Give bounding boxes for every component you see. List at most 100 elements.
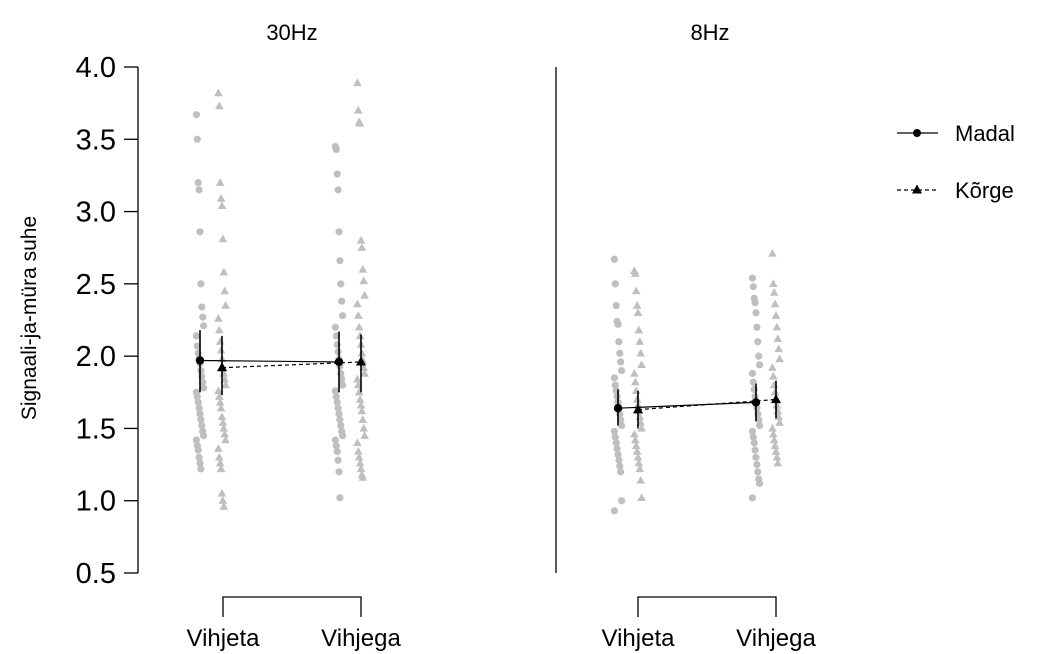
raw-point-korge bbox=[355, 331, 365, 340]
raw-point-korge bbox=[773, 458, 783, 467]
raw-point-madal bbox=[611, 433, 619, 441]
raw-point-korge bbox=[356, 464, 366, 473]
series-line-madal bbox=[199, 359, 340, 363]
raw-point-korge bbox=[217, 201, 227, 209]
mean-point-korge bbox=[633, 404, 643, 414]
raw-point-korge bbox=[215, 397, 225, 406]
raw-point-madal bbox=[337, 280, 345, 288]
raw-point-korge bbox=[354, 322, 364, 331]
raw-point-korge bbox=[356, 400, 366, 409]
raw-point-korge bbox=[355, 118, 365, 127]
raw-point-madal bbox=[193, 393, 201, 401]
raw-point-madal bbox=[751, 446, 759, 454]
panel-title: 30Hz bbox=[266, 20, 317, 45]
raw-point-madal bbox=[617, 416, 625, 424]
panel-1: 8Hz Vihjeta Vihjega bbox=[555, 20, 816, 652]
raw-point-madal bbox=[333, 447, 341, 456]
raw-point-korge bbox=[215, 325, 224, 334]
raw-point-madal bbox=[613, 445, 621, 453]
raw-point-korge bbox=[215, 101, 224, 110]
raw-point-madal bbox=[754, 338, 762, 346]
raw-point-korge bbox=[775, 418, 784, 426]
raw-point-madal bbox=[334, 186, 342, 194]
legend-entry: Kõrge bbox=[897, 178, 1014, 203]
raw-point-madal bbox=[194, 179, 202, 187]
raw-point-madal bbox=[748, 274, 757, 282]
raw-point-madal bbox=[333, 170, 341, 178]
raw-point-korge bbox=[215, 458, 225, 467]
raw-point-korge bbox=[634, 458, 644, 467]
raw-point-korge bbox=[221, 435, 230, 444]
panels: 30Hz Vihjeta Vihjega 8Hz Vihjeta Vihjega bbox=[187, 20, 817, 652]
raw-point-madal bbox=[334, 404, 342, 412]
raw-point-korge bbox=[358, 473, 368, 481]
panel-title: 8Hz bbox=[690, 20, 729, 45]
raw-point-korge bbox=[354, 387, 364, 396]
raw-point-madal bbox=[748, 369, 757, 378]
raw-point-madal bbox=[754, 468, 762, 476]
mean-point-madal bbox=[334, 357, 344, 367]
raw-point-korge bbox=[771, 311, 781, 319]
raw-point-madal bbox=[752, 309, 760, 317]
legend: Madal Kõrge bbox=[897, 121, 1015, 203]
raw-point-madal bbox=[616, 462, 624, 470]
raw-point-madal bbox=[335, 228, 343, 236]
raw-point-korge bbox=[353, 78, 362, 87]
raw-point-korge bbox=[632, 447, 642, 455]
raw-point-madal bbox=[333, 398, 341, 407]
raw-point-madal bbox=[195, 186, 203, 194]
legend-marker-circle bbox=[913, 129, 921, 137]
raw-point-korge bbox=[633, 452, 643, 461]
raw-point-madal bbox=[611, 280, 619, 288]
series-line-korge bbox=[221, 361, 362, 369]
raw-point-korge bbox=[769, 380, 779, 389]
x-axis-bracket bbox=[637, 596, 777, 617]
raw-point-korge bbox=[214, 386, 223, 395]
raw-point-madal bbox=[200, 322, 208, 330]
raw-point-madal bbox=[336, 257, 344, 265]
raw-point-korge bbox=[359, 276, 368, 285]
raw-point-korge bbox=[218, 496, 228, 504]
raw-point-madal bbox=[753, 460, 761, 469]
raw-point-madal bbox=[612, 439, 620, 447]
raw-point-korge bbox=[771, 447, 781, 455]
raw-point-korge bbox=[631, 377, 640, 386]
raw-point-korge bbox=[769, 429, 778, 438]
raw-point-korge bbox=[215, 452, 224, 461]
raw-point-korge bbox=[220, 429, 229, 438]
raw-point-korge bbox=[773, 334, 783, 342]
raw-point-korge bbox=[214, 88, 223, 97]
raw-point-madal bbox=[196, 410, 204, 418]
raw-point-korge bbox=[358, 415, 368, 423]
raw-point-madal bbox=[197, 416, 205, 424]
legend-label: Madal bbox=[955, 121, 1015, 146]
raw-point-korge bbox=[218, 234, 228, 243]
raw-point-madal bbox=[338, 375, 346, 383]
raw-point-korge bbox=[355, 458, 365, 467]
raw-point-korge bbox=[631, 269, 640, 277]
raw-point-korge bbox=[216, 464, 226, 473]
series-line-madal bbox=[617, 401, 757, 409]
raw-point-korge bbox=[360, 368, 369, 377]
raw-point-madal bbox=[197, 280, 205, 288]
raw-point-korge bbox=[768, 423, 777, 432]
raw-point-korge bbox=[774, 344, 783, 353]
raw-point-korge bbox=[632, 395, 642, 403]
y-axis-label: Signaali-ja-müra suhe bbox=[18, 216, 41, 420]
raw-point-korge bbox=[635, 337, 645, 345]
raw-point-madal bbox=[193, 135, 201, 143]
raw-point-madal bbox=[755, 352, 763, 360]
raw-point-madal bbox=[610, 255, 619, 263]
y-tick-label: 1.5 bbox=[76, 413, 116, 445]
raw-point-korge bbox=[354, 452, 364, 461]
raw-point-korge bbox=[630, 429, 639, 438]
raw-point-korge bbox=[636, 475, 645, 484]
raw-point-korge bbox=[630, 368, 639, 377]
x-tick-label: Vihjeta bbox=[187, 625, 261, 652]
raw-point-madal bbox=[756, 479, 764, 487]
raw-point-korge bbox=[214, 314, 223, 322]
raw-point-madal bbox=[331, 323, 339, 331]
raw-point-korge bbox=[220, 286, 229, 295]
raw-point-korge bbox=[354, 447, 363, 455]
